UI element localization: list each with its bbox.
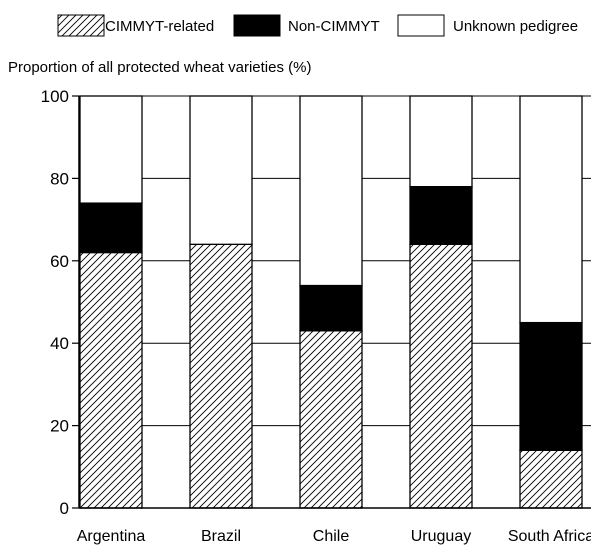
legend-item-cimmyt: CIMMYT-related <box>57 14 214 37</box>
bar-group-chile <box>299 95 363 509</box>
bar-group-south-africa <box>519 95 583 509</box>
legend-label-unknown: Unknown pedigree <box>453 18 578 35</box>
legend-swatch-unknown <box>397 14 445 37</box>
legend: CIMMYT-related Non-CIMMYT Unknown pedigr… <box>57 14 578 37</box>
y-tick-label-60: 60 <box>50 252 69 271</box>
y-axis-label: Proportion of all protected wheat variet… <box>8 59 311 76</box>
x-category-label-1: Brazil <box>201 528 241 545</box>
y-tick-label-80: 80 <box>50 169 69 188</box>
legend-item-non-cimmyt: Non-CIMMYT <box>233 14 380 37</box>
bar-segment-cimmyt-related-0 <box>79 251 143 509</box>
axes <box>78 96 591 509</box>
bar-segment-unknown-pedigree-4 <box>519 95 583 324</box>
legend-label-cimmyt: CIMMYT-related <box>105 18 214 35</box>
bar-segment-cimmyt-related-2 <box>299 330 363 509</box>
x-category-label-4: South Africa <box>508 528 591 545</box>
bars <box>79 95 583 509</box>
legend-item-unknown: Unknown pedigree <box>397 14 578 37</box>
x-category-labels: Argentina Brazil Chile Uruguay South Africa <box>77 528 591 545</box>
bar-segment-non-cimmyt-3 <box>409 185 473 245</box>
x-category-label-0: Argentina <box>77 528 146 545</box>
bar-segment-non-cimmyt-4 <box>519 321 583 451</box>
legend-label-non-cimmyt: Non-CIMMYT <box>288 18 380 35</box>
bar-segment-cimmyt-related-3 <box>409 243 473 509</box>
x-category-label-2: Chile <box>313 528 350 545</box>
bar-segment-cimmyt-related-4 <box>519 449 583 509</box>
bar-segment-non-cimmyt-0 <box>79 202 143 254</box>
bar-group-argentina <box>79 95 143 509</box>
bar-group-brazil <box>189 95 253 509</box>
legend-swatch-non-cimmyt <box>233 14 281 37</box>
bar-segment-cimmyt-related-1 <box>189 243 253 509</box>
bar-segment-unknown-pedigree-3 <box>409 95 473 188</box>
legend-swatch-cimmyt <box>57 14 105 37</box>
y-tick-label-40: 40 <box>50 334 69 353</box>
y-tick-labels: 0 20 40 60 80 100 <box>41 87 79 518</box>
bar-group-uruguay <box>409 95 473 509</box>
bar-segment-unknown-pedigree-1 <box>189 95 253 245</box>
y-tick-label-0: 0 <box>60 499 69 518</box>
y-tick-label-100: 100 <box>41 87 69 106</box>
bar-segment-non-cimmyt-2 <box>299 284 363 332</box>
x-category-label-3: Uruguay <box>411 528 471 545</box>
bar-segment-unknown-pedigree-0 <box>79 95 143 204</box>
bar-segment-unknown-pedigree-2 <box>299 95 363 287</box>
y-tick-label-20: 20 <box>50 417 69 436</box>
